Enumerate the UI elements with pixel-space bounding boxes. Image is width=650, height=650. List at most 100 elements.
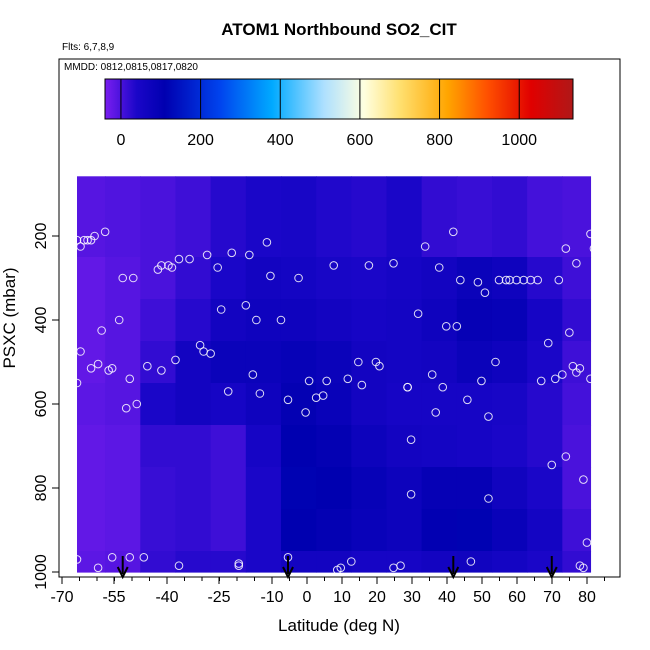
heatmap-cell bbox=[491, 383, 528, 426]
heatmap-cell bbox=[140, 176, 177, 258]
sample-marker bbox=[262, 238, 272, 247]
heatmap-cell bbox=[140, 509, 177, 552]
heatmap-cell bbox=[175, 509, 212, 552]
heatmap-cell bbox=[491, 425, 528, 468]
heatmap-cell bbox=[386, 257, 423, 300]
sample-marker bbox=[252, 315, 261, 325]
sample-markers bbox=[72, 227, 609, 575]
colorbar-tick-label: 200 bbox=[187, 132, 214, 149]
heatmap-cell bbox=[351, 509, 388, 552]
sample-marker bbox=[396, 561, 405, 571]
sample-marker bbox=[565, 328, 574, 337]
sample-marker bbox=[206, 349, 215, 358]
x-tick-label: 10 bbox=[333, 589, 351, 606]
heatmap-cell bbox=[210, 467, 247, 510]
sample-marker bbox=[125, 553, 135, 562]
sample-marker bbox=[100, 227, 110, 237]
x-tick-label: 30 bbox=[403, 589, 421, 606]
heatmap-cell bbox=[386, 299, 423, 342]
heatmap-cell bbox=[280, 551, 317, 573]
sample-marker bbox=[463, 395, 472, 405]
sample-marker bbox=[128, 273, 138, 283]
heatmap-cell bbox=[77, 509, 106, 552]
heatmap-cell bbox=[316, 299, 352, 342]
sample-marker bbox=[448, 227, 458, 237]
y-axis-label: PSXC (mbar) bbox=[0, 267, 19, 368]
y-tick-label: 800 bbox=[33, 475, 50, 502]
sample-marker bbox=[83, 235, 92, 245]
sample-marker bbox=[473, 277, 483, 287]
dates-note: MMDD: 0812,0815,0817,0820 bbox=[64, 62, 198, 73]
heatmap-cell bbox=[280, 425, 317, 468]
heatmap-cell bbox=[316, 341, 352, 384]
sample-marker bbox=[600, 340, 609, 350]
heatmap-cell bbox=[210, 299, 247, 342]
sample-marker bbox=[174, 561, 184, 571]
y-axis: 200 400 600 800 1000 bbox=[33, 223, 59, 590]
heatmap-cell bbox=[527, 551, 563, 573]
heatmap-cell bbox=[77, 383, 106, 426]
sample-marker bbox=[593, 250, 602, 260]
sample-marker bbox=[125, 374, 135, 384]
x-tick-label: 50 bbox=[473, 589, 491, 606]
heatmap-cell bbox=[456, 341, 493, 384]
heatmap-cell bbox=[386, 425, 423, 468]
heatmap-cell bbox=[77, 467, 106, 510]
heatmap-cell bbox=[527, 176, 563, 258]
sample-marker bbox=[406, 435, 416, 445]
sample-marker bbox=[304, 376, 314, 386]
sample-marker bbox=[276, 315, 286, 325]
heatmap-cell bbox=[316, 551, 352, 573]
heatmap-cell bbox=[140, 383, 177, 426]
sample-marker bbox=[543, 338, 553, 348]
sample-marker bbox=[76, 347, 85, 356]
heatmap-cell bbox=[245, 299, 282, 342]
x-tick-label: -70 bbox=[50, 589, 73, 606]
heatmap-cell bbox=[316, 467, 352, 510]
heatmap-cell bbox=[456, 509, 493, 552]
sample-marker bbox=[456, 275, 465, 285]
heatmap-cell bbox=[210, 257, 247, 300]
heatmap-cell bbox=[280, 467, 317, 510]
heatmap-cell bbox=[421, 176, 458, 258]
sample-marker bbox=[575, 364, 585, 373]
colorbar: 0 200 400 600 800 1000 bbox=[104, 78, 574, 149]
heatmap-cell bbox=[421, 509, 458, 552]
x-axis: -70 -55 -40 -25 -10 0 10 20 30 40 50 60 70 80 bbox=[50, 577, 605, 606]
sample-marker bbox=[452, 322, 462, 331]
heatmap-cell bbox=[140, 425, 177, 468]
heatmap-cell bbox=[421, 299, 458, 342]
sample-marker bbox=[550, 374, 560, 384]
sample-marker bbox=[336, 563, 346, 573]
sample-marker bbox=[234, 561, 244, 571]
sample-marker bbox=[157, 261, 166, 270]
heatmap-cell bbox=[280, 341, 317, 384]
colorbar-tick-label: 600 bbox=[347, 132, 374, 149]
x-tick-label: 60 bbox=[508, 589, 526, 606]
sample-marker bbox=[216, 305, 226, 314]
heatmap-cell bbox=[421, 425, 458, 468]
sample-marker bbox=[434, 263, 444, 272]
heatmap-cell bbox=[77, 425, 106, 468]
heatmap-cell bbox=[210, 383, 247, 426]
heatmap-cell bbox=[527, 509, 563, 552]
heatmap-cell bbox=[175, 341, 212, 384]
sample-marker bbox=[157, 366, 166, 375]
heatmap-cell bbox=[280, 509, 317, 552]
x-tick-label: -25 bbox=[207, 589, 230, 606]
sample-marker bbox=[554, 275, 564, 285]
sample-marker bbox=[318, 391, 328, 400]
heatmap-cell bbox=[140, 551, 177, 573]
sample-marker bbox=[357, 380, 367, 390]
heatmap-cell bbox=[105, 425, 141, 468]
sample-marker bbox=[505, 275, 514, 285]
heatmap-cell bbox=[527, 299, 563, 342]
sample-marker bbox=[519, 275, 528, 285]
heatmap-cell bbox=[105, 467, 141, 510]
y-tick-label: 600 bbox=[33, 391, 50, 418]
sample-marker bbox=[227, 248, 237, 258]
sample-marker bbox=[354, 357, 363, 367]
sample-marker bbox=[283, 395, 293, 405]
flights-note: Flts: 6,7,8,9 bbox=[62, 42, 115, 53]
